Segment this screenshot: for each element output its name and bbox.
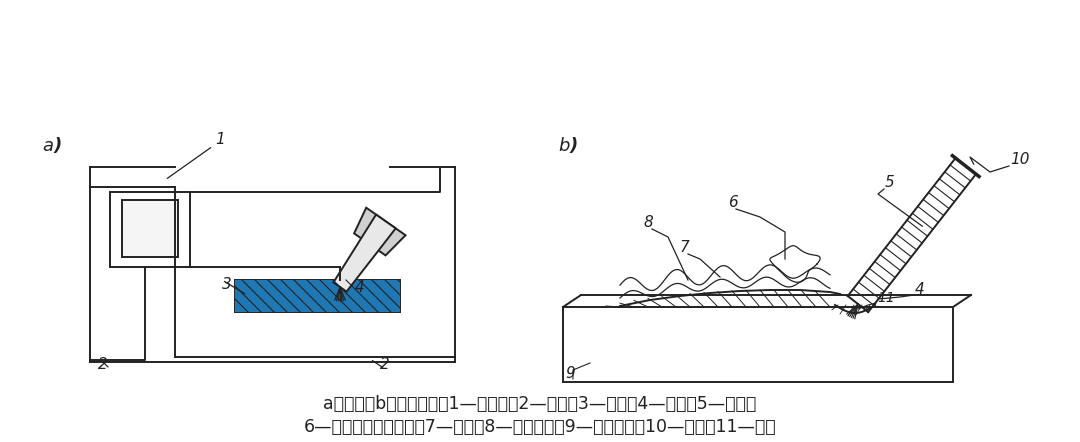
Text: 3: 3 xyxy=(222,277,232,292)
Text: 7: 7 xyxy=(680,240,690,255)
Bar xyxy=(235,280,400,312)
Bar xyxy=(110,192,190,267)
Text: 6: 6 xyxy=(728,195,738,210)
Text: 8: 8 xyxy=(644,215,653,230)
Polygon shape xyxy=(354,208,406,255)
Text: 1: 1 xyxy=(215,132,225,147)
Text: 2: 2 xyxy=(98,357,108,372)
Text: 4: 4 xyxy=(355,280,365,295)
Text: $\it{b}$): $\it{b}$) xyxy=(558,135,578,155)
Bar xyxy=(235,280,400,312)
Text: 9: 9 xyxy=(565,366,575,381)
Text: 10: 10 xyxy=(1010,152,1029,167)
Text: 11: 11 xyxy=(877,291,894,305)
Text: 6—起保护作用的气体；7—熔渣；8—焊缝金属；9—主体金属；10—焊丝；11—熔池: 6—起保护作用的气体；7—熔渣；8—焊缝金属；9—主体金属；10—焊丝；11—熔… xyxy=(303,418,777,436)
Text: a）电路；b）施焊过程；1—电焊机；2—导线；3—焊件；4—电弧；5—药皮；: a）电路；b）施焊过程；1—电焊机；2—导线；3—焊件；4—电弧；5—药皮； xyxy=(323,395,757,413)
Text: $\it{a}$): $\it{a}$) xyxy=(42,135,62,155)
Text: 5: 5 xyxy=(885,175,894,190)
Text: 4: 4 xyxy=(915,282,924,297)
Bar xyxy=(563,307,953,382)
Text: 2: 2 xyxy=(380,357,390,372)
Bar xyxy=(122,200,178,257)
Polygon shape xyxy=(334,214,395,292)
